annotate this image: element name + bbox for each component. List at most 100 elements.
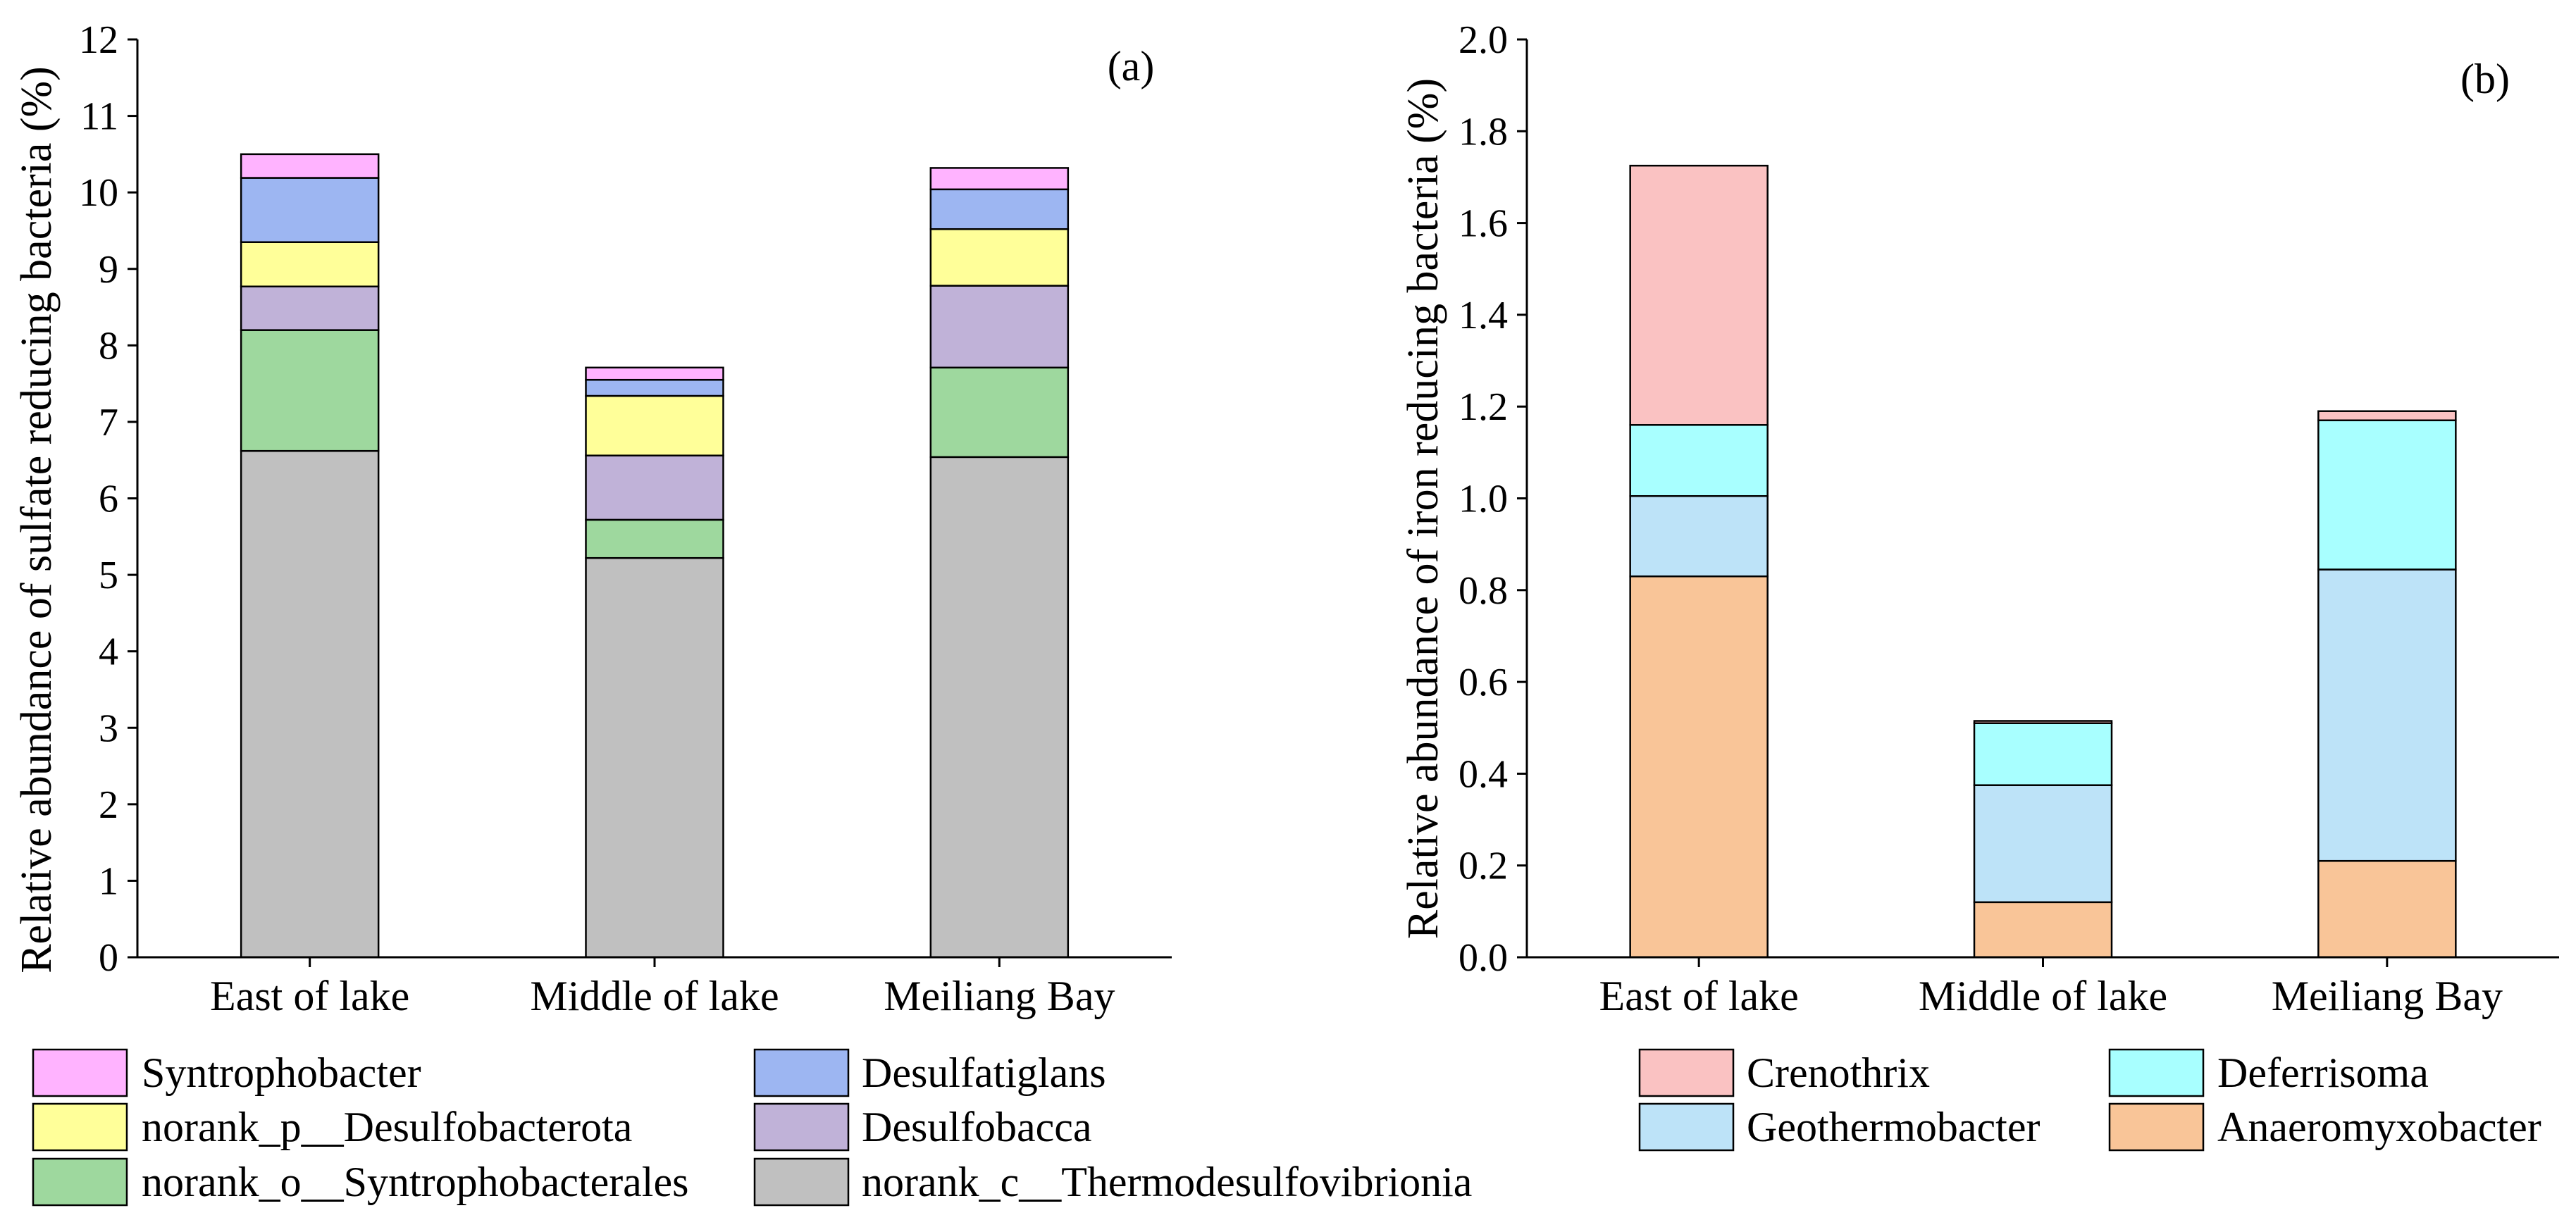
y-tick-label: 9 [99,248,118,292]
y-tick-label: 2.0 [1459,18,1508,62]
bar-middle-of-lake-syntrophobacter [585,366,724,381]
legend-swatch [32,1102,128,1152]
bar-meiliang-bay-syntrophobacter [929,167,1070,191]
panel-label: (a) [1108,43,1155,89]
y-tick-label: 7 [99,401,118,444]
bar-middle-of-lake-norank-p-desulfobacterota [585,394,724,456]
legend-swatch [2108,1102,2205,1152]
x-tick-label-meiliang-bay: Meiliang Bay [884,973,1115,1019]
y-tick-label: 1.8 [1459,110,1508,154]
bar-meiliang-bay-crenothrix [2317,410,2457,421]
y-axis-title: Relative abundance of sulfate reducing b… [13,66,61,973]
legend-label: Desulfatiglans [862,1050,1106,1096]
legend-item-desulfatiglans: Desulfatiglans [753,1048,1106,1097]
legend-label: Deferrisoma [2217,1050,2429,1096]
legend-swatch [753,1102,850,1152]
bar-meiliang-bay-anaeromyxobacter [2317,859,2457,959]
bar-middle-of-lake-deferrisoma [1973,722,2113,786]
y-tick-label: 1.6 [1459,202,1508,246]
legend-label: Crenothrix [1747,1050,1930,1096]
legend-item-desulfobacca: Desulfobacca [753,1102,1091,1152]
legend-swatch [753,1157,850,1207]
y-tick-label: 0.4 [1459,752,1508,796]
y-tick-label: 0.0 [1459,936,1508,980]
bar-middle-of-lake-anaeromyxobacter [1973,901,2113,959]
bar-meiliang-bay-norank-p-desulfobacterota [929,228,1070,287]
bar-east-of-lake-norank-p-desulfobacterota [240,241,380,287]
bar-east-of-lake-geothermobacter [1629,494,1769,578]
bar-east-of-lake-norank-c-thermodesulfovibrionia [240,449,380,959]
y-tick-label: 2 [99,783,118,827]
x-tick-label-east-of-lake: East of lake [1599,973,1799,1019]
legend: Crenothrix Deferrisoma Geothermobacter Anae… [1638,1048,2541,1152]
bar-east-of-lake-desulfatiglans [240,177,380,243]
y-tick-label: 1 [99,859,118,903]
bar-east-of-lake-anaeromyxobacter [1629,575,1769,959]
legend-label: norank_p__Desulfobacterota [142,1104,632,1150]
y-tick-label: 4 [99,630,118,674]
y-axis-title: Relative abundance of iron reducing bact… [1399,78,1447,939]
y-tick-label: 1.0 [1459,478,1508,521]
legend-swatch [1638,1102,1735,1152]
bar-east-of-lake-desulfobacca [240,285,380,331]
bar-meiliang-bay-deferrisoma [2317,419,2457,571]
legend-item-norank-p-desulfobacterota: norank_p__Desulfobacterota [32,1102,632,1152]
legend-label: Syntrophobacter [142,1050,421,1096]
bar-middle-of-lake-desulfatiglans [585,378,724,397]
legend-item-syntrophobacter: Syntrophobacter [32,1048,421,1097]
bar-middle-of-lake-desulfobacca [585,454,724,521]
legend-swatch [1638,1048,1735,1097]
bar-middle-of-lake-crenothrix [1973,720,2113,724]
bar-east-of-lake-crenothrix [1629,164,1769,426]
legend-item-anaeromyxobacter: Anaeromyxobacter [2108,1102,2541,1152]
legend-item-norank-o-syntrophobacterales: norank_o__Syntrophobacterales [32,1157,688,1207]
legend-swatch [32,1157,128,1207]
bar-meiliang-bay-norank-c-thermodesulfovibrionia [929,456,1070,959]
bar-east-of-lake-norank-o-syntrophobacterales [240,329,380,452]
bar-meiliang-bay-geothermobacter [2317,568,2457,862]
legend: Syntrophobacter Desulfatiglans norank_p__D… [32,1048,1472,1207]
bar-middle-of-lake-norank-o-syntrophobacterales [585,518,724,559]
legend-swatch [2108,1048,2205,1097]
y-tick-label: 1.2 [1459,385,1508,429]
y-tick-label: 6 [99,478,118,521]
legend-item-geothermobacter: Geothermobacter [1638,1102,2040,1152]
x-tick-label-middle-of-lake: Middle of lake [530,973,779,1019]
y-tick-label: 5 [99,554,118,597]
legend-swatch [32,1048,128,1097]
legend-item-deferrisoma: Deferrisoma [2108,1048,2429,1097]
panel-label: (b) [2460,56,2510,102]
legend-item-norank-c-thermodesulfovibrionia: norank_c__Thermodesulfovibrionia [753,1157,1472,1207]
bar-meiliang-bay-norank-o-syntrophobacterales [929,366,1070,459]
x-tick-label-east-of-lake: East of lake [210,973,409,1019]
y-tick-label: 0 [99,936,118,980]
bar-middle-of-lake-geothermobacter [1973,784,2113,904]
y-tick-label: 0.2 [1459,845,1508,888]
y-tick-label: 11 [80,95,118,139]
y-tick-label: 0.8 [1459,569,1508,613]
chart-panel-a: East of lake Middle of lake Meiliang Bay 0 1… [13,18,1472,1207]
legend-label: Geothermobacter [1747,1104,2040,1150]
y-tick-label: 12 [79,18,118,62]
chart-panel-b: East of lake Middle of lake Meiliang Bay 0.… [1399,18,2559,1152]
y-tick-label: 0.6 [1459,661,1508,704]
legend-label: norank_o__Syntrophobacterales [142,1159,688,1205]
legend-item-crenothrix: Crenothrix [1638,1048,1930,1097]
y-tick-label: 8 [99,324,118,368]
legend-label: Desulfobacca [862,1104,1091,1150]
legend-swatch [753,1048,850,1097]
bar-east-of-lake-deferrisoma [1629,424,1769,497]
legend-label: Anaeromyxobacter [2217,1104,2541,1150]
bar-meiliang-bay-desulfatiglans [929,188,1070,230]
bar-middle-of-lake-norank-c-thermodesulfovibrionia [585,556,724,959]
y-tick-label: 3 [99,707,118,750]
bar-meiliang-bay-desulfobacca [929,285,1070,369]
x-tick-label-meiliang-bay: Meiliang Bay [2272,973,2503,1019]
legend-label: norank_c__Thermodesulfovibrionia [862,1159,1472,1205]
y-tick-label: 10 [79,171,118,215]
bar-east-of-lake-syntrophobacter [240,153,380,179]
y-tick-label: 1.4 [1459,294,1508,337]
x-tick-label-middle-of-lake: Middle of lake [1919,973,2167,1019]
